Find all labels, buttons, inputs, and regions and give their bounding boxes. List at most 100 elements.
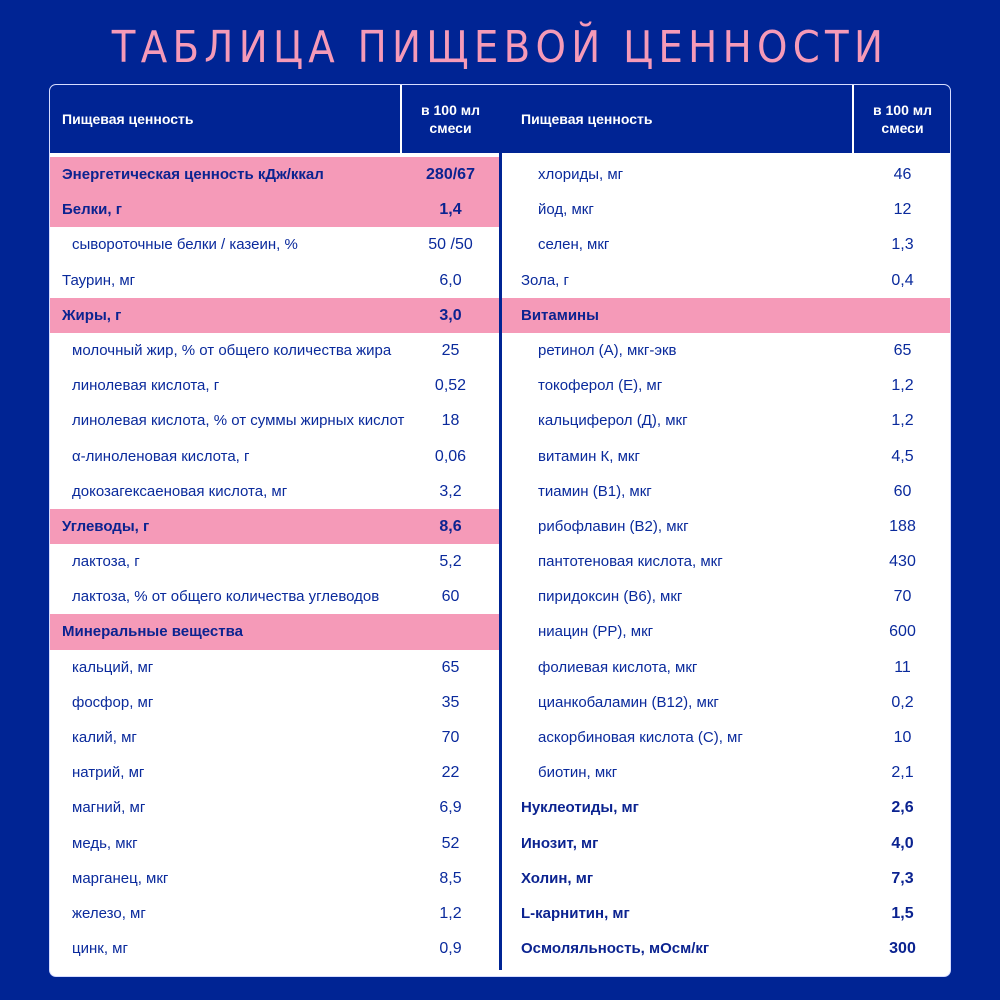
table-row: рибофлавин (В2), мкг 188 [502, 509, 950, 544]
header-unit-line1: в 100 мл [421, 102, 480, 118]
nutrient-label: пантотеновая кислота, мкг [538, 553, 723, 571]
table-section-row: Жиры, г 3,0 [50, 297, 499, 333]
table-row: натрий, мг 22 [50, 755, 499, 790]
nutrient-value: 430 [889, 553, 916, 571]
nutrient-label: Витамины [521, 306, 599, 324]
nutrient-value: 0,4 [891, 271, 914, 289]
table-section-row: Углеводы, г 8,6 [50, 508, 499, 545]
table-row: линолевая кислота, % от суммы жирных кис… [50, 403, 499, 438]
table-row: α-линоленовая кислота, г 0,06 [50, 439, 499, 474]
table-row: цианкобаламин (В12), мкг 0,2 [502, 685, 950, 720]
table-header-left: Пищевая ценность в 100 мл смеси [50, 85, 499, 153]
nutrient-label: Инозит, мг [521, 834, 599, 852]
nutrient-label: α-линоленовая кислота, г [72, 447, 250, 465]
table-row: тиамин (В1), мкг 60 [502, 474, 950, 509]
nutrient-label: цианкобаламин (В12), мкг [538, 693, 719, 711]
nutrient-label: лактоза, % от общего количества углеводо… [72, 588, 380, 606]
nutrient-value: 8,5 [439, 869, 462, 887]
table-row: Зола, г 0,4 [502, 263, 950, 298]
nutrient-label: Белки, г [62, 201, 122, 219]
nutrient-value: 12 [893, 201, 912, 219]
nutrient-label: фолиевая кислота, мкг [538, 658, 698, 676]
nutrient-value: 4,5 [891, 447, 914, 465]
header-nutrient-label: Пищевая ценность [521, 111, 653, 127]
table-row: цинк, мг 0,9 [50, 931, 499, 966]
nutrient-label: молочный жир, % от общего количества жир… [72, 341, 392, 359]
header-unit-line1: в 100 мл [873, 102, 932, 118]
table-row: Осмоляльность, мОсм/кг 300 [502, 931, 950, 966]
nutrient-label: Зола, г [521, 271, 569, 289]
nutrient-label: кальций, мг [72, 658, 154, 676]
nutrient-label: линолевая кислота, % от суммы жирных кис… [72, 412, 405, 430]
nutrient-label: калий, мг [72, 729, 137, 746]
nutrient-value: 1,4 [439, 201, 462, 219]
header-per-100ml-label: в 100 мл смеси [400, 85, 499, 153]
nutrient-label: магний, мг [72, 799, 146, 817]
header-unit-line2: смеси [429, 120, 472, 136]
nutrient-value: 6,9 [439, 799, 462, 817]
table-left-column: Пищевая ценность в 100 мл смеси Энергети… [50, 85, 499, 976]
header-per-100ml-label: в 100 мл смеси [852, 85, 950, 153]
header-nutrient-label: Пищевая ценность [62, 111, 194, 127]
nutrient-value: 1,2 [891, 412, 914, 430]
nutrient-value: 7,3 [891, 869, 914, 887]
nutrient-label: аскорбиновая кислота (С), мг [538, 729, 743, 746]
table-row: калий, мг 70 [50, 720, 499, 755]
table-row: хлориды, мг 46 [502, 157, 950, 192]
table-row: медь, мкг 52 [50, 826, 499, 861]
nutrient-label: L-карнитин, мг [521, 904, 630, 922]
table-row: марганец, мкг 8,5 [50, 861, 499, 896]
table-body-left: Энергетическая ценность кДж/ккал 280/67 Бе… [50, 157, 499, 966]
nutrient-value: 6,0 [439, 271, 462, 289]
nutrient-value: 600 [889, 623, 916, 641]
table-row: фосфор, мг 35 [50, 685, 499, 720]
table-body-right: хлориды, мг 46 йод, мкг 12 селен, мкг 1,3 Зола… [502, 157, 950, 966]
nutrient-value: 188 [889, 517, 916, 535]
nutrient-label: медь, мкг [72, 834, 138, 852]
page-title: ТАБЛИЦА ПИЩЕВОЙ ЦЕННОСТИ [111, 22, 889, 73]
nutrient-label: биотин, мкг [538, 764, 618, 782]
nutrient-value: 60 [441, 588, 460, 606]
nutrient-label: Минеральные вещества [62, 623, 243, 641]
nutrient-label: Таурин, мг [62, 271, 136, 289]
nutrient-value: 3,0 [439, 306, 462, 324]
nutrient-value: 35 [441, 693, 460, 711]
nutrient-label: кальциферол (Д), мкг [538, 412, 688, 430]
table-row: ретинол (А), мкг-экв 65 [502, 333, 950, 368]
nutrient-value: 50 /50 [428, 236, 473, 254]
nutrient-value: 5,2 [439, 553, 462, 571]
nutrient-value: 4,0 [891, 834, 914, 852]
table-row: Нуклеотиды, мг 2,6 [502, 790, 950, 825]
nutrient-value: 1,3 [891, 236, 914, 254]
nutrient-value: 3,2 [439, 482, 462, 500]
nutrient-label: сывороточные белки / казеин, % [72, 236, 298, 254]
column-divider [499, 85, 502, 970]
table-row: фолиевая кислота, мкг 11 [502, 650, 950, 685]
nutrient-label: фосфор, мг [72, 693, 154, 711]
nutrient-value: 8,6 [439, 517, 462, 535]
table-row: Таурин, мг 6,0 [50, 263, 499, 298]
nutrition-table: Пищевая ценность в 100 мл смеси Энергети… [49, 84, 951, 977]
table-row: линолевая кислота, г 0,52 [50, 368, 499, 403]
nutrient-label: витамин К, мкг [538, 447, 640, 465]
table-row: Инозит, мг 4,0 [502, 826, 950, 861]
nutrient-value: 1,5 [891, 904, 914, 922]
table-section-row: Белки, г 1,4 [50, 192, 499, 228]
nutrient-label: Углеводы, г [62, 517, 150, 535]
table-row: кальциферол (Д), мкг 1,2 [502, 403, 950, 438]
nutrient-value: 22 [441, 764, 460, 782]
table-row: токоферол (Е), мг 1,2 [502, 368, 950, 403]
nutrient-label: ретинол (А), мкг-экв [538, 341, 677, 359]
nutrient-value: 25 [441, 341, 460, 359]
table-section-row: Энергетическая ценность кДж/ккал 280/67 [50, 157, 499, 193]
nutrient-label: железо, мг [72, 904, 146, 922]
table-row: L-карнитин, мг 1,5 [502, 896, 950, 931]
nutrient-label: Осмоляльность, мОсм/кг [521, 940, 710, 958]
nutrient-value: 0,52 [434, 377, 467, 395]
table-row: лактоза, % от общего количества углеводо… [50, 579, 499, 614]
nutrient-label: токоферол (Е), мг [538, 377, 663, 395]
nutrient-label: Энергетическая ценность кДж/ккал [62, 166, 324, 183]
table-row: кальций, мг 65 [50, 650, 499, 685]
nutrient-label: рибофлавин (В2), мкг [538, 517, 689, 535]
nutrient-label: Холин, мг [521, 869, 594, 887]
